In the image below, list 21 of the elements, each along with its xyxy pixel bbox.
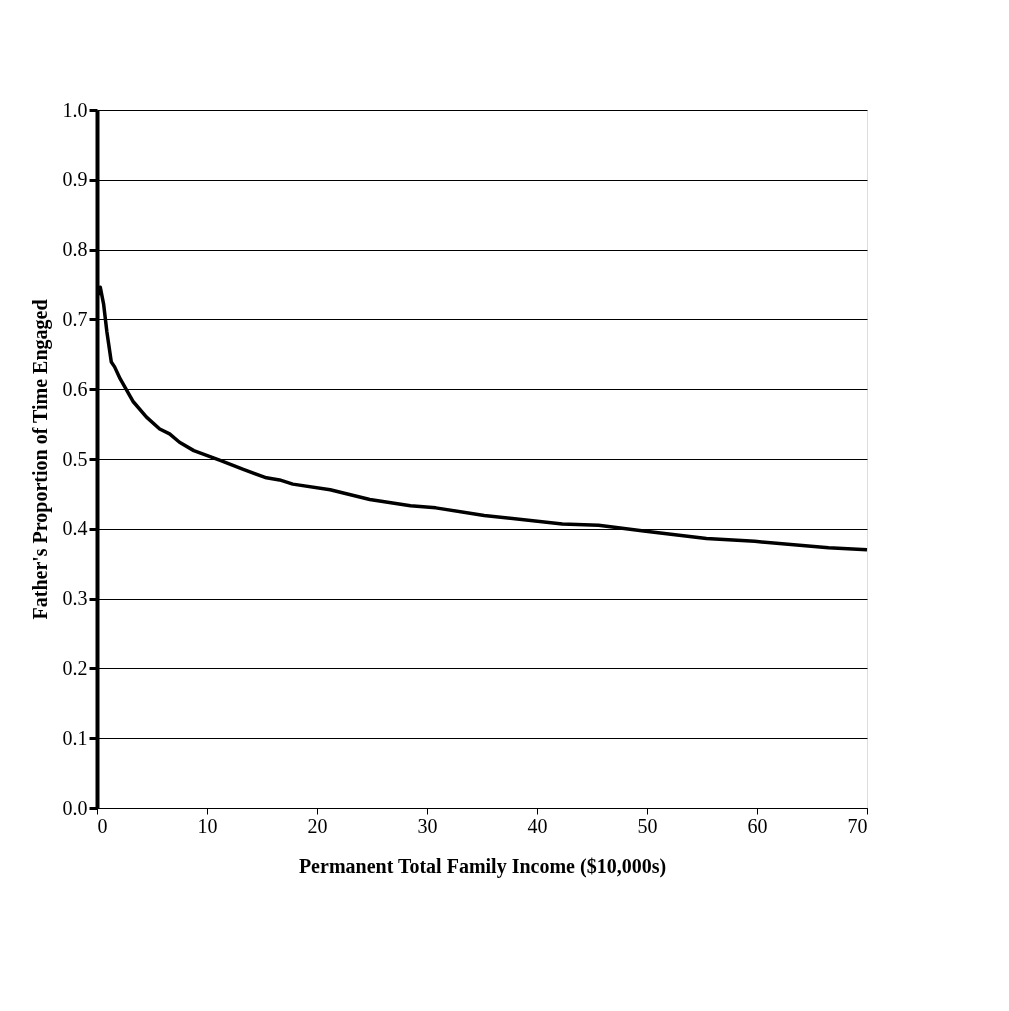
y-tick-label: 0.0 bbox=[62, 796, 88, 819]
y-tick-label: 0.1 bbox=[62, 726, 88, 749]
y-tick-label: 0.9 bbox=[62, 168, 88, 191]
x-tick-label: 70 bbox=[847, 814, 868, 837]
x-axis-title: Permanent Total Family Income ($10,000s) bbox=[298, 854, 667, 878]
x-tick-label: 30 bbox=[417, 814, 438, 837]
y-tick-label: 0.6 bbox=[62, 377, 88, 400]
y-tick-label: 0.7 bbox=[62, 307, 88, 330]
x-tick-label: 40 bbox=[527, 814, 548, 837]
x-tick-label: 10 bbox=[197, 814, 218, 837]
x-tick-label: 50 bbox=[637, 814, 658, 837]
x-tick-label: 60 bbox=[747, 814, 768, 837]
y-tick-label: 0.2 bbox=[62, 656, 88, 679]
y-tick-label: 0.3 bbox=[62, 587, 88, 610]
x-tick-label: 20 bbox=[307, 814, 328, 837]
y-tick-label: 0.5 bbox=[62, 447, 88, 470]
y-axis-title: Father's Proportion of Time Engaged bbox=[28, 299, 52, 620]
y-tick-label: 0.4 bbox=[62, 517, 88, 540]
x-tick-label: 0 bbox=[97, 814, 108, 837]
y-tick-label: 1.0 bbox=[62, 98, 88, 121]
y-tick-label: 0.8 bbox=[62, 238, 88, 261]
